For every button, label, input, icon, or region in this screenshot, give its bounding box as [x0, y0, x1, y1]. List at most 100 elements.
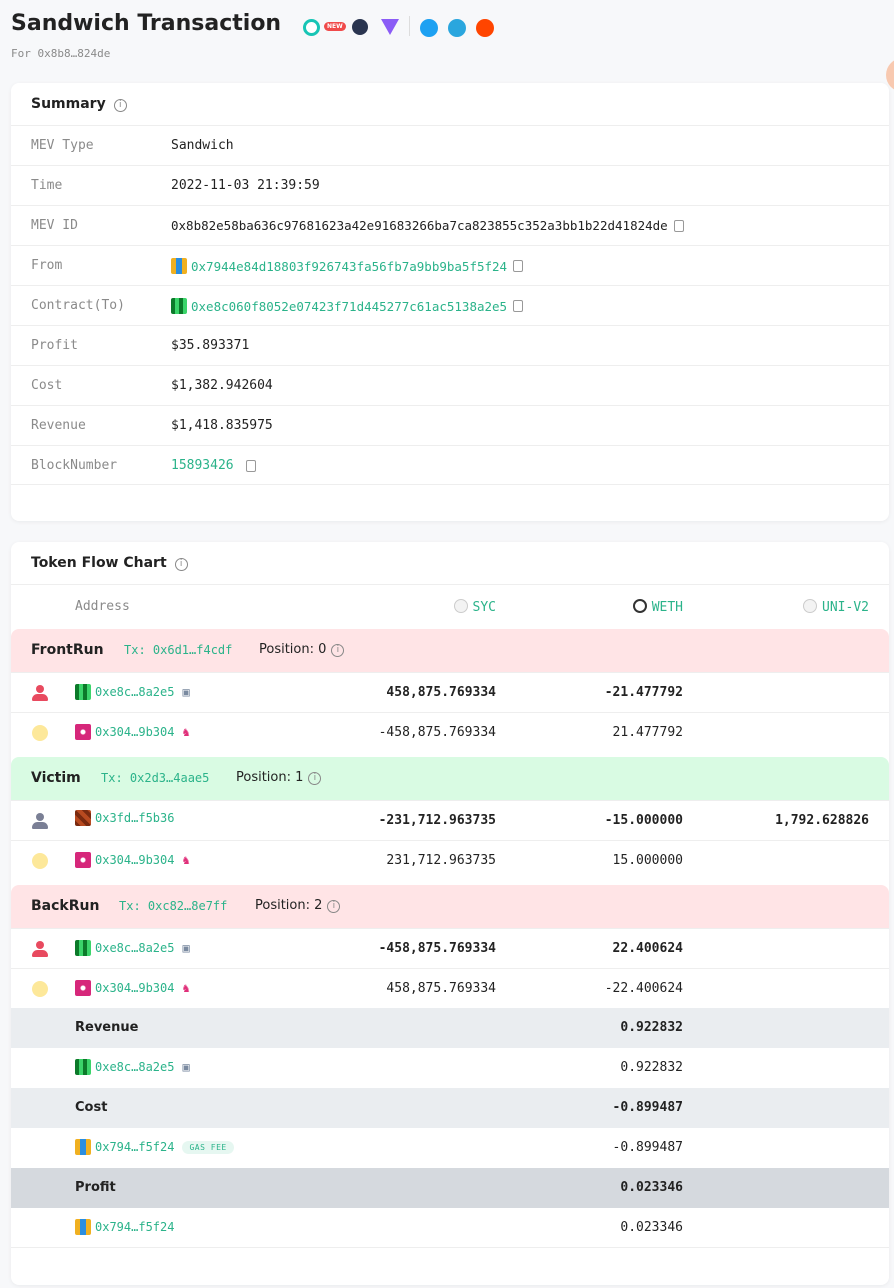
pool-icon — [32, 725, 48, 741]
info-icon[interactable]: i — [174, 558, 188, 571]
address-cell: 0x304…9b304 ♞ — [75, 852, 190, 868]
page-subtitle: For 0x8b8…824de — [11, 47, 111, 60]
revenue-total: 0.922832 — [620, 1020, 683, 1035]
address-link[interactable]: 0x304…9b304 — [95, 981, 175, 995]
info-icon[interactable]: i — [331, 644, 345, 657]
uniswap-icon: ♞ — [182, 981, 190, 995]
section-position: Position: 1 i — [236, 770, 322, 785]
section-name: BackRun — [31, 898, 100, 914]
table-row: 0x304…9b304 ♞ -458,875.769334 21.477792 — [11, 712, 889, 752]
reddit-icon[interactable] — [476, 19, 494, 37]
revenue-row: Revenue 0.922832 — [11, 1008, 889, 1048]
avatar — [75, 852, 91, 868]
address-link[interactable]: 0x304…9b304 — [95, 853, 175, 867]
address-link[interactable]: 0x794…f5f24 — [95, 1140, 175, 1154]
info-icon[interactable]: i — [113, 99, 127, 112]
address-link[interactable]: 0x3fd…f5b36 — [95, 811, 175, 825]
new-badge: NEW — [324, 22, 346, 31]
tx-link[interactable]: Tx: 0x6d1…f4cdf — [124, 643, 233, 657]
weth-amount: 21.477792 — [612, 725, 683, 740]
copy-icon[interactable] — [510, 300, 524, 315]
summary-row-cost: Cost $1,382.942604 — [11, 365, 889, 405]
weth-amount: -22.400624 — [604, 981, 683, 996]
column-uni-v2[interactable]: UNI-V2 — [803, 599, 869, 615]
avatar — [75, 684, 91, 700]
row-label: From — [31, 258, 63, 273]
copy-icon[interactable] — [242, 459, 256, 475]
address-cell: 0x304…9b304 ♞ — [75, 980, 190, 996]
tx-link[interactable]: Tx: 0xc82…8e7ff — [119, 899, 228, 913]
from-value: 0x7944e84d18803f926743fa56fb7a9bb9ba5f5f… — [171, 258, 524, 275]
summary-row-revenue: Revenue $1,418.835975 — [11, 405, 889, 445]
info-icon[interactable]: i — [308, 772, 322, 785]
cost-row: Cost -0.899487 — [11, 1088, 889, 1128]
column-weth[interactable]: WETH — [632, 599, 683, 615]
address-link[interactable]: 0xe8c…8a2e5 — [95, 685, 175, 699]
copy-icon[interactable] — [670, 219, 684, 235]
token-flow-card: Token Flow Chart i Address SYC WETH UNI-V… — [11, 542, 889, 1285]
table-row: 0xe8c…8a2e5 ▣ -458,875.769334 22.400624 — [11, 928, 889, 968]
summary-card: Summary i MEV Type Sandwich Time 2022-11-… — [11, 83, 889, 521]
row-label: Revenue — [31, 418, 86, 433]
block-number-link[interactable]: 15893426 — [171, 458, 234, 473]
mev-type-value: Sandwich — [171, 138, 234, 153]
avatar — [171, 258, 187, 274]
table-row: 0x3fd…f5b36 -231,712.963735 -15.000000 1… — [11, 800, 889, 840]
row-value: $35.893371 — [171, 338, 250, 353]
tx-link[interactable]: Tx: 0x2d3…4aae5 — [101, 771, 210, 785]
chart-icon[interactable] — [352, 19, 368, 35]
cost-label: Cost — [75, 1100, 108, 1115]
avatar — [75, 810, 91, 826]
revenue-amount: 0.922832 — [620, 1060, 683, 1075]
explorer-icon[interactable] — [303, 19, 320, 36]
bot-icon: ▣ — [182, 685, 190, 699]
pool-icon — [32, 981, 48, 997]
syc-amount: -458,875.769334 — [378, 725, 496, 740]
address-link[interactable]: 0x304…9b304 — [95, 725, 175, 739]
telegram-icon[interactable] — [448, 19, 466, 37]
table-header: Address SYC WETH UNI-V2 — [11, 584, 889, 629]
pool-icon — [32, 853, 48, 869]
uni-v2-token-icon — [803, 599, 818, 613]
table-row: 0xe8c…8a2e5 ▣ 458,875.769334 -21.477792 — [11, 672, 889, 712]
mev-id-value: 0x8b82e58ba636c97681623a42e91683266ba7ca… — [171, 218, 684, 235]
summary-row-from: From 0x7944e84d18803f926743fa56fb7a9bb9b… — [11, 245, 889, 285]
contract-address-link[interactable]: 0xe8c060f8052e07423f71d445277c61ac5138a2… — [191, 298, 508, 314]
copy-icon[interactable] — [510, 260, 524, 275]
address-link[interactable]: 0xe8c…8a2e5 — [95, 941, 175, 955]
block-value: 15893426 — [171, 458, 256, 475]
summary-row-contract: Contract(To) 0xe8c060f8052e07423f71d4452… — [11, 285, 889, 325]
syc-amount: -231,712.963735 — [378, 813, 496, 828]
from-address-link[interactable]: 0x7944e84d18803f926743fa56fb7a9bb9ba5f5f… — [191, 258, 508, 274]
address-link[interactable]: 0xe8c…8a2e5 — [95, 1060, 175, 1074]
row-value: 2022-11-03 21:39:59 — [171, 178, 320, 193]
syc-amount: 458,875.769334 — [386, 981, 496, 996]
bot-icon: ▣ — [182, 941, 190, 955]
section-frontrun: FrontRun Tx: 0x6d1…f4cdf Position: 0 i — [11, 629, 889, 672]
column-syc[interactable]: SYC — [453, 599, 496, 615]
address-cell: 0xe8c…8a2e5 ▣ — [75, 940, 190, 956]
section-position: Position: 2 i — [255, 898, 341, 913]
row-label: Contract(To) — [31, 298, 125, 313]
row-value: 0x8b82e58ba636c97681623a42e91683266ba7ca… — [171, 218, 668, 233]
row-value: Sandwich — [171, 138, 234, 153]
prism-icon[interactable] — [381, 19, 399, 35]
address-link[interactable]: 0x794…f5f24 — [95, 1220, 175, 1234]
address-cell: 0x794…f5f24 GAS FEE — [75, 1139, 234, 1155]
page-title: Sandwich Transaction — [11, 11, 282, 36]
syc-amount: 231,712.963735 — [386, 853, 496, 868]
weth-amount: -21.477792 — [604, 685, 683, 700]
revenue-value: $1,418.835975 — [171, 418, 273, 433]
info-icon[interactable]: i — [327, 900, 341, 913]
profit-amount: 0.023346 — [620, 1220, 683, 1235]
section-name: Victim — [31, 770, 81, 786]
profit-total: 0.023346 — [620, 1180, 683, 1195]
victim-icon — [32, 813, 48, 829]
section-position: Position: 0 i — [259, 642, 345, 657]
summary-row-mev-type: MEV Type Sandwich — [11, 125, 889, 165]
weth-amount: -15.000000 — [604, 813, 683, 828]
bot-icon: ▣ — [182, 1060, 190, 1074]
gas-fee-badge: GAS FEE — [182, 1140, 234, 1154]
row-value: $1,418.835975 — [171, 418, 273, 433]
twitter-icon[interactable] — [420, 19, 438, 37]
